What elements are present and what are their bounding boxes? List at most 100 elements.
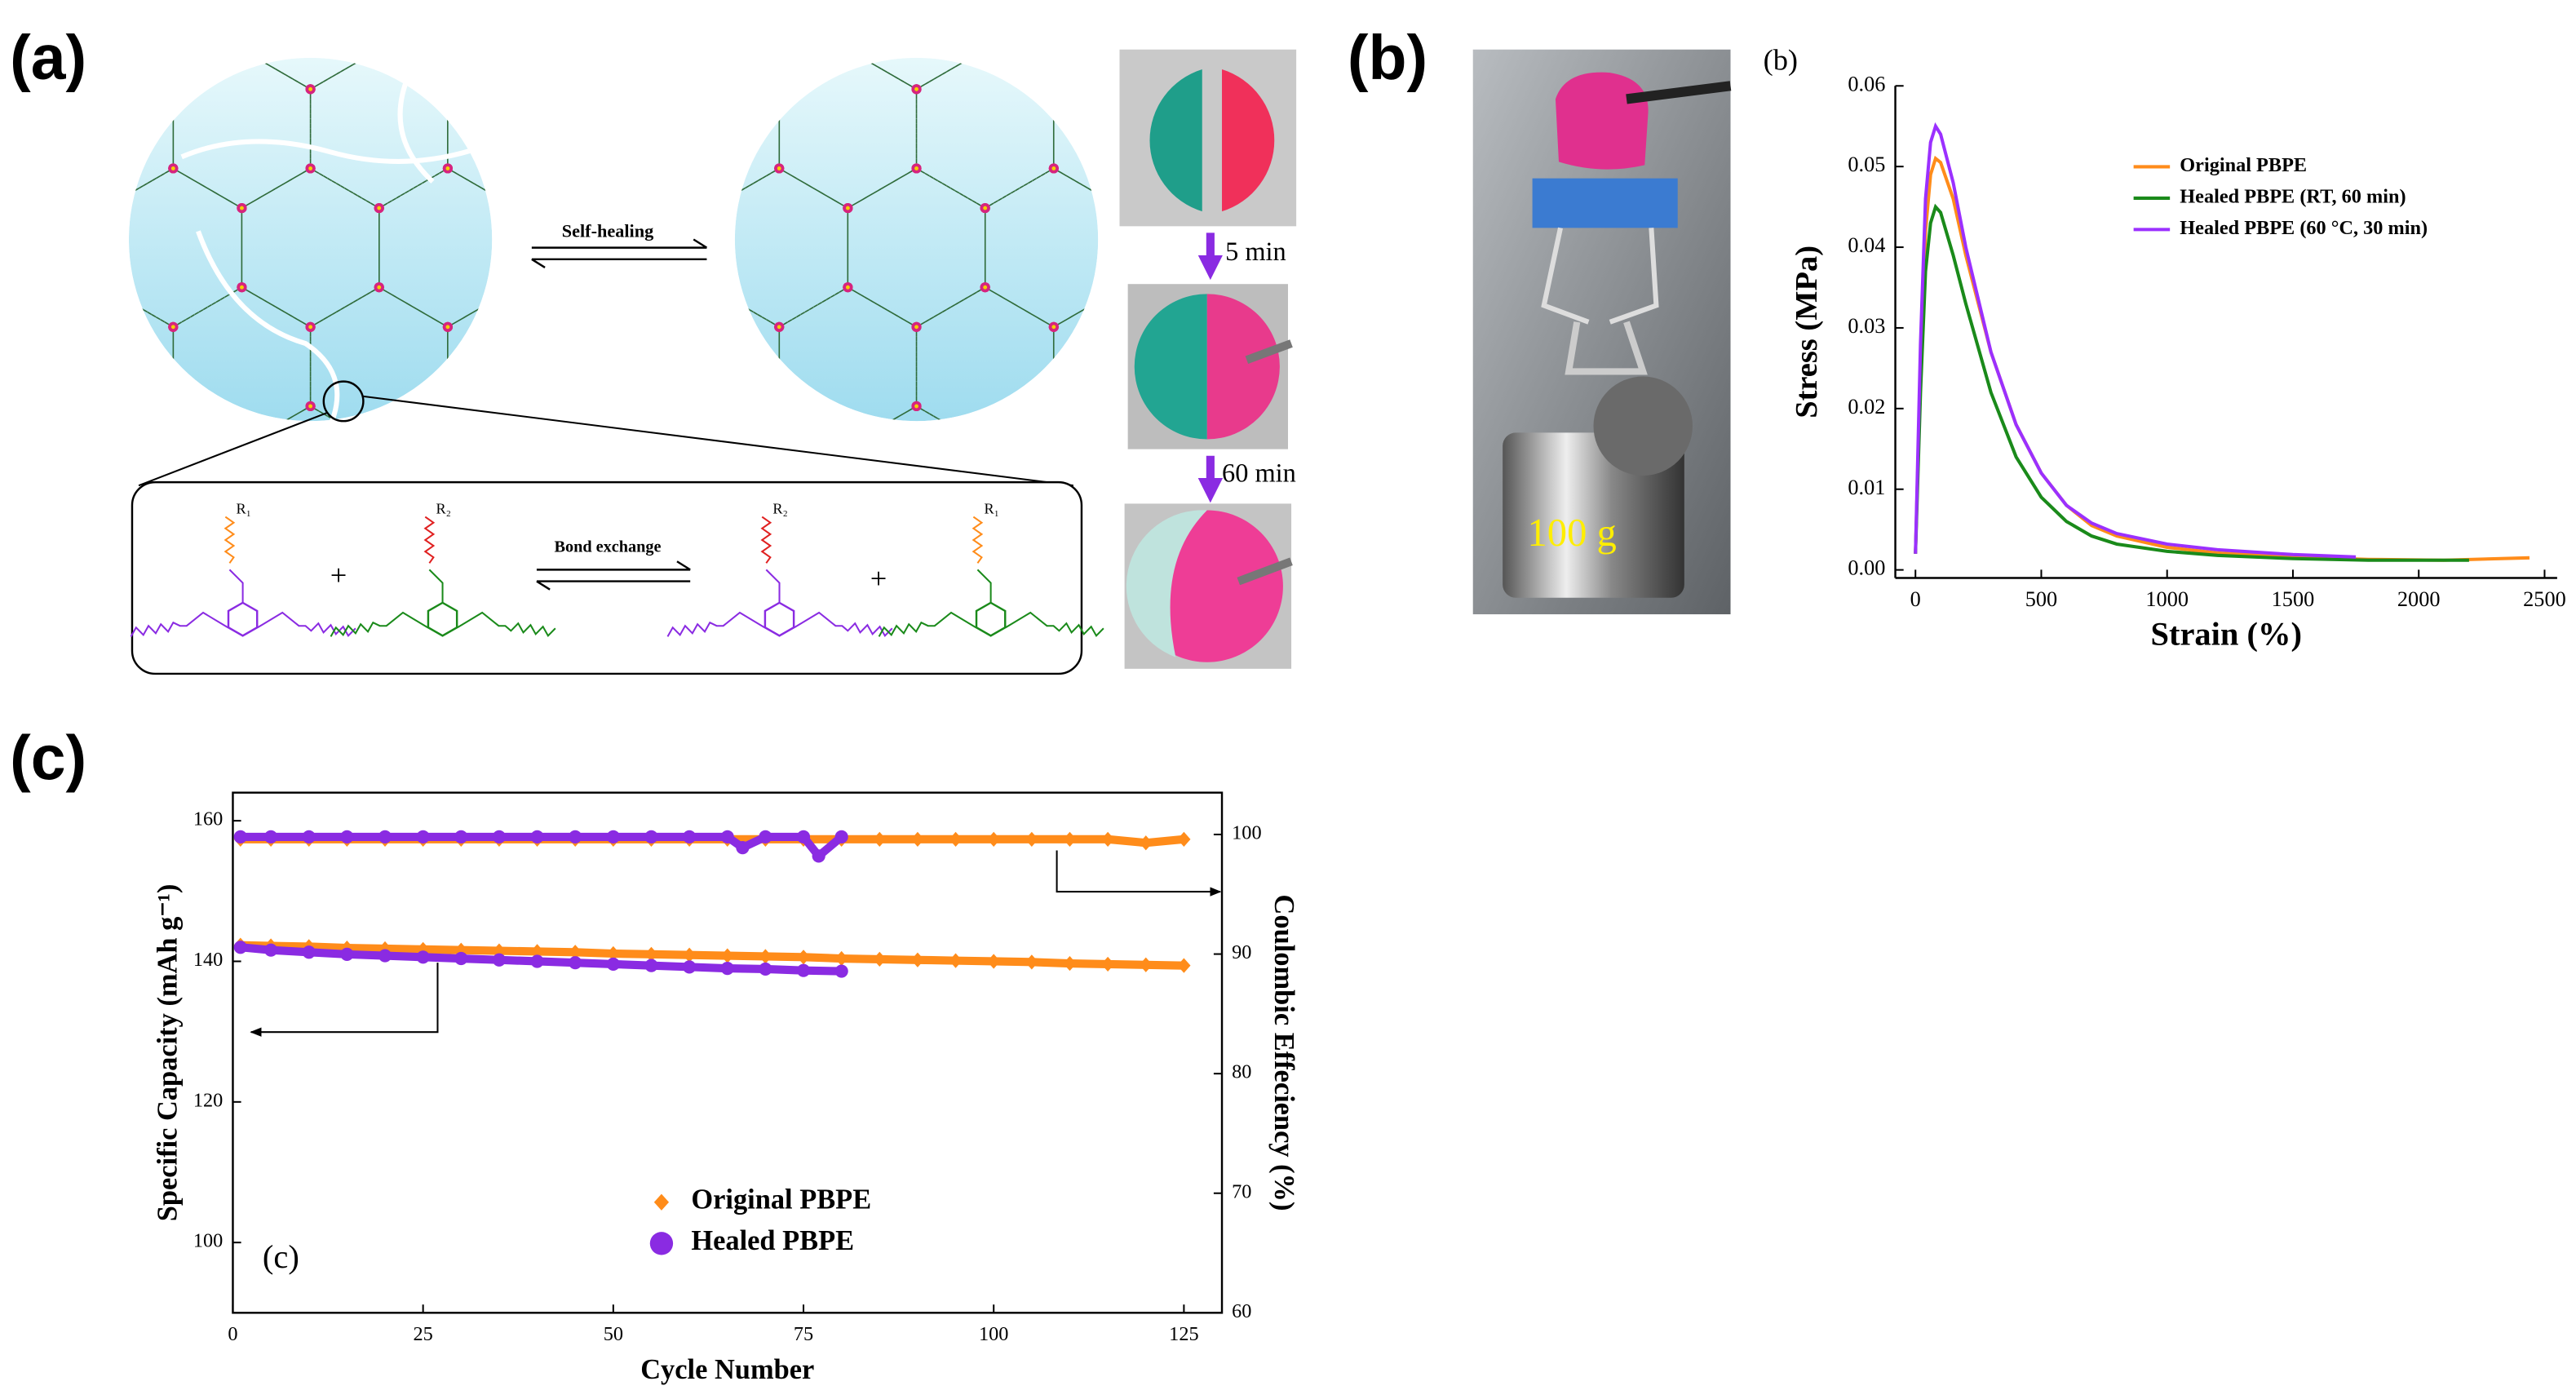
crosslink-core (640, 87, 644, 91)
crosslink-core (515, 206, 519, 210)
crosslink-core (709, 286, 713, 290)
marker (759, 830, 772, 844)
benzene (764, 601, 795, 637)
marker (644, 830, 658, 844)
crosslink (31, 639, 41, 649)
crosslink-core (789, 444, 793, 448)
crosslink-core (583, 325, 587, 329)
molecules: R₁ R₂ R₂ R₁ (130, 501, 1104, 638)
panel-label: (a) (10, 23, 86, 93)
crosslink (431, 45, 440, 55)
crosslink-core (103, 444, 107, 448)
crosslink (648, 203, 658, 213)
crosslink-core (103, 523, 107, 527)
crosslink-core (914, 325, 918, 330)
marker (736, 841, 750, 855)
crosslink (168, 401, 179, 412)
crosslink-core (1463, 87, 1467, 91)
crosslink (706, 441, 715, 450)
time-label: 60 min (1222, 458, 1296, 488)
crosslink (1323, 163, 1333, 173)
marker (454, 951, 468, 966)
marker (720, 830, 734, 844)
marker (569, 830, 582, 844)
crosslink-core (515, 286, 519, 290)
crosslink-core (583, 325, 587, 329)
arm (457, 611, 556, 638)
crosslink-core (1395, 286, 1399, 290)
marker (1025, 954, 1038, 970)
crosslink-core (34, 166, 38, 170)
crosslink (648, 441, 658, 450)
crosslink-core (515, 444, 519, 448)
crosslink (237, 45, 246, 55)
x-tick-label: 0 (1910, 587, 1921, 611)
crosslink-core (34, 405, 38, 409)
crosslink-core (103, 47, 107, 51)
crosslink (717, 163, 727, 173)
marker (233, 941, 247, 954)
crosslink (717, 163, 727, 173)
crosslink (580, 322, 590, 332)
marker (492, 830, 507, 844)
marker (987, 831, 1001, 847)
marker (1177, 831, 1191, 847)
crosslink-core (777, 86, 781, 91)
crosslink (1255, 679, 1264, 688)
arrow-label: Bond exchange (554, 538, 661, 556)
zoom-line (138, 412, 328, 487)
crosslink-core (983, 47, 987, 51)
crosslink-core (1463, 642, 1467, 646)
crosslink-core (1121, 286, 1125, 290)
crosslink (511, 282, 521, 292)
marker (683, 830, 697, 844)
arm (765, 569, 781, 603)
crosslink-core (34, 325, 38, 329)
crosslink (648, 282, 658, 292)
crosslink-core (777, 325, 781, 330)
crosslink (980, 45, 990, 55)
y2-tick-label: 70 (1232, 1180, 1251, 1202)
crosslink-core (846, 682, 850, 686)
crosslink (1048, 84, 1059, 95)
crosslink (31, 560, 41, 569)
r-label: R₁ (985, 501, 1000, 517)
crosslink (717, 84, 727, 94)
crosslink-core (377, 444, 381, 448)
crosslink (1323, 639, 1333, 649)
crosslink (717, 84, 727, 94)
arm (228, 569, 244, 603)
crosslink (31, 322, 41, 332)
crosslink (500, 84, 510, 94)
y2-axis-title: Coulombic Effeciency (%) (1268, 895, 1299, 1211)
crosslink (717, 401, 727, 411)
crosslink (1323, 401, 1333, 411)
crosslink-core (709, 47, 713, 51)
marker (949, 831, 963, 847)
crosslink (648, 203, 658, 213)
crosslink (100, 520, 109, 530)
crosslink (1323, 560, 1333, 569)
marker (264, 943, 278, 957)
crosslink (1323, 401, 1333, 411)
crosslink-core (1051, 86, 1056, 91)
crosslink (580, 322, 590, 332)
crosslink-core (777, 404, 781, 409)
crosslink (511, 679, 521, 688)
crosslink (774, 401, 785, 412)
crosslink (843, 679, 852, 688)
crosslink-core (1121, 444, 1125, 448)
crosslink (706, 45, 715, 55)
crosslink-core (445, 166, 450, 170)
crosslink-core (1121, 444, 1125, 448)
crosslink-core (103, 206, 107, 210)
crosslink (569, 282, 578, 292)
crosslink-core (846, 47, 850, 51)
crosslink (100, 679, 109, 688)
crosslink-core (1395, 206, 1399, 210)
crosslink-core (583, 405, 587, 409)
marker (796, 963, 811, 977)
crosslink (580, 163, 590, 173)
crosslink-core (571, 206, 575, 210)
crosslink (1323, 401, 1333, 411)
